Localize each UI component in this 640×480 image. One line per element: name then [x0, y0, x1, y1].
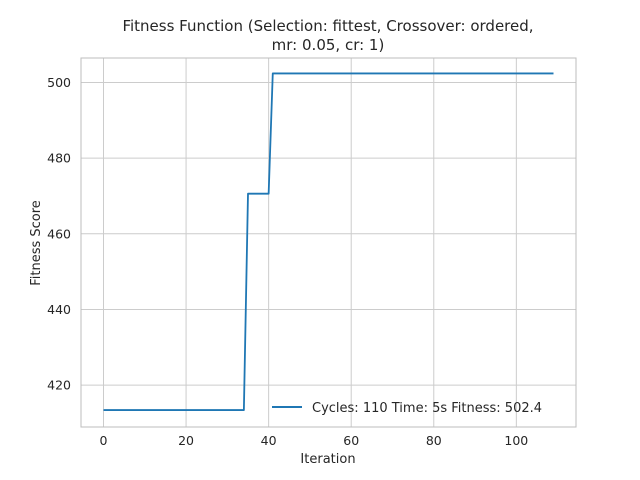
tick-labels: 0 20 40 60 80 100 420 440 460 480 500 — [47, 75, 528, 448]
x-tick-label: 60 — [343, 433, 359, 448]
y-tick-label: 440 — [47, 302, 71, 317]
y-tick-label: 480 — [47, 151, 71, 166]
plot-frame — [80, 57, 577, 428]
x-tick-label: 0 — [100, 433, 108, 448]
y-tick-label: 500 — [47, 75, 71, 90]
series-layer — [103, 72, 554, 411]
grid — [81, 58, 576, 427]
chart-title-line-1: Fitness Function (Selection: fittest, Cr… — [122, 17, 533, 35]
chart-title-line-2: mr: 0.05, cr: 1) — [272, 36, 385, 54]
x-tick-label: 20 — [178, 433, 194, 448]
x-tick-label: 40 — [261, 433, 277, 448]
x-tick-label: 80 — [426, 433, 442, 448]
y-tick-label: 420 — [47, 378, 71, 393]
y-axis-label: Fitness Score — [29, 200, 44, 286]
series-line — [103, 72, 554, 411]
legend-label: Cycles: 110 Time: 5s Fitness: 502.4 — [312, 401, 542, 416]
legend: Cycles: 110 Time: 5s Fitness: 502.4 — [272, 401, 542, 416]
y-tick-label: 460 — [47, 226, 71, 241]
x-tick-label: 100 — [504, 433, 528, 448]
x-axis-label: Iteration — [300, 452, 355, 467]
